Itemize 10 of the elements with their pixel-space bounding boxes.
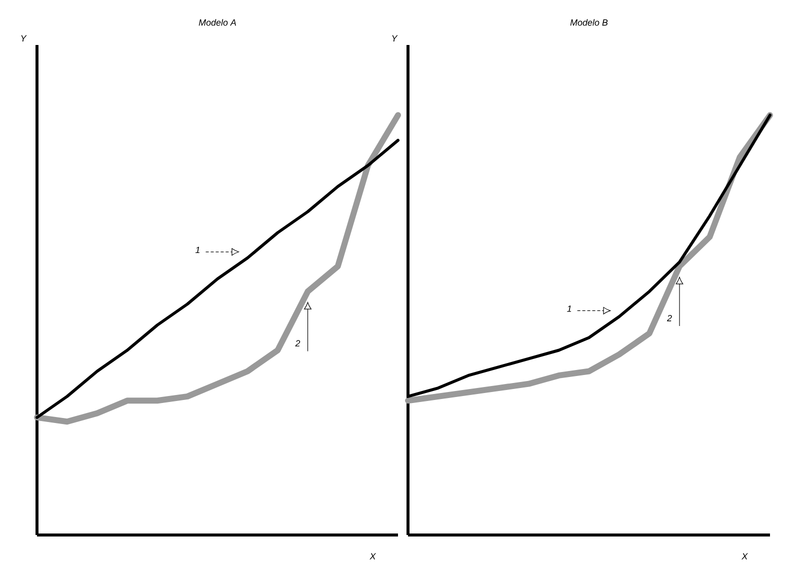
legend-label: 1 bbox=[195, 246, 200, 253]
y-axis-title: Y bbox=[392, 35, 398, 42]
chart-title: Modelo B bbox=[570, 19, 608, 26]
x-axis-title: X bbox=[370, 553, 376, 560]
series-label: 2 bbox=[295, 340, 300, 346]
legend-label: 1 bbox=[567, 306, 572, 312]
series-label: 2 bbox=[666, 314, 672, 322]
x-axis-title: X bbox=[742, 553, 748, 560]
chart-title: Modelo A bbox=[198, 19, 236, 26]
y-axis-title: Y bbox=[21, 35, 27, 42]
